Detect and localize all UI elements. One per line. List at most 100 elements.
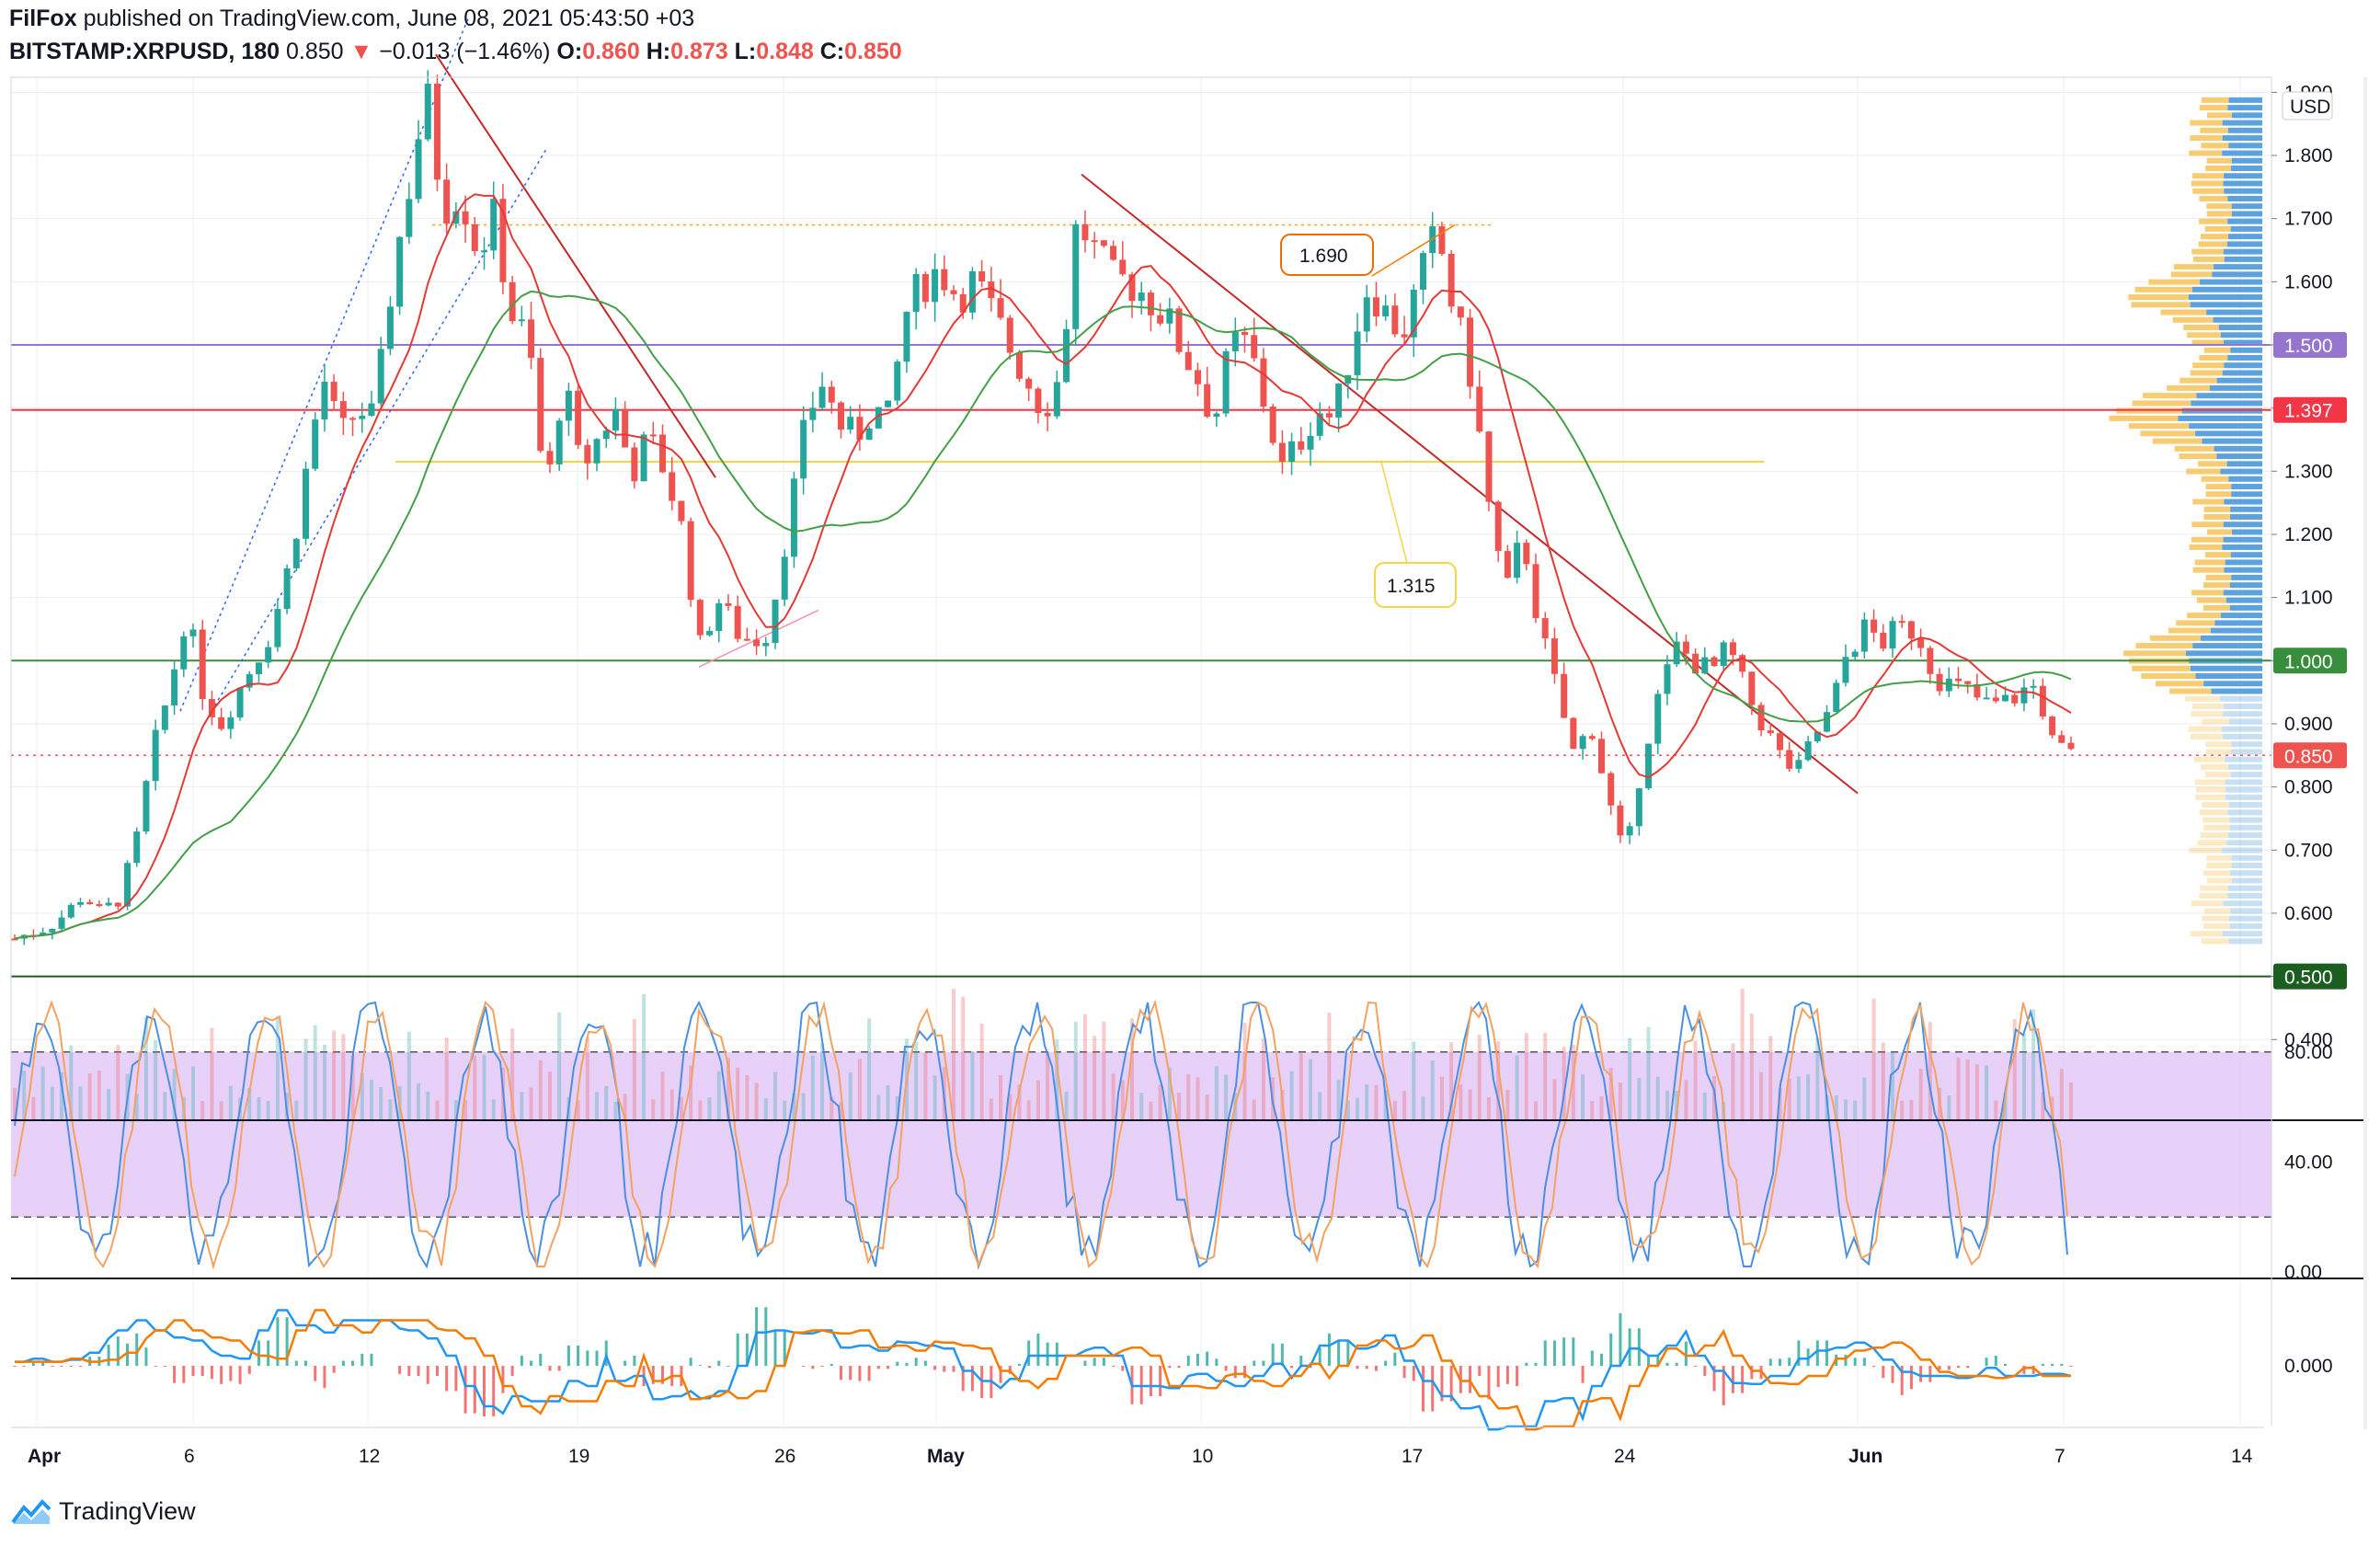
candle-body [481,250,488,253]
stoch-band-fill [11,1051,2271,1218]
volume-bar [1205,1094,1209,1120]
profile-bar-sell [2123,650,2186,657]
candle-body [1814,731,1821,742]
profile-bar-sell [2201,143,2229,149]
candle-body [1344,374,1352,384]
profile-bar-sell [2132,400,2191,407]
candle-body [171,669,178,706]
candle-body [433,84,441,180]
profile-bar-sell [2180,377,2217,384]
volume-bar [22,1071,27,1120]
volume-bar [689,1065,693,1120]
candle-body [265,647,272,663]
candle-body [1673,641,1680,665]
candle-body [1372,297,1379,316]
macd-histogram-bar [1206,1351,1209,1366]
profile-bar-buy [2222,370,2262,376]
small-trendline [698,609,819,668]
profile-bar-sell [2203,824,2230,831]
candle-body [462,211,469,224]
tradingview-logo-icon [11,1498,51,1524]
volume-bar [1026,1100,1031,1120]
macd-histogram-bar [1891,1366,1894,1383]
volume-bar [1177,1093,1182,1120]
profile-bar-buy [2231,112,2262,119]
candle-body [1804,741,1812,761]
profile-bar-buy [2223,180,2262,187]
profile-bar-sell [2194,559,2226,566]
volume-bar [820,1043,825,1120]
macd-histogram-bar [2022,1366,2026,1374]
candle-body [997,298,1004,318]
candle-body [800,419,807,479]
macd-histogram-bar [510,1366,514,1376]
macd-histogram-bar [1046,1342,1049,1366]
ma-slow-line [14,290,2072,940]
profile-bar-buy [2228,97,2262,103]
macd-histogram-bar [1647,1356,1651,1366]
macd-histogram-bar [1684,1341,1688,1366]
macd-histogram-bar [689,1358,692,1366]
y-tick-label: 1.600 [2284,271,2333,292]
volume-bar [2021,1033,2026,1120]
macd-histogram-bar [2041,1363,2044,1366]
volume-bar [303,1038,308,1120]
profile-bar-buy [2216,453,2262,460]
volume-bar [1383,1090,1388,1120]
volume-bar [1082,1014,1087,1120]
volume-bar [707,1097,712,1120]
macd-histogram-bar [1609,1333,1613,1366]
candle-body [377,349,384,404]
profile-bar-buy [2190,302,2262,308]
volume-bar [2012,1019,2017,1120]
candle-body [1767,730,1774,734]
macd-histogram-bar [1027,1340,1031,1366]
macd-histogram-bar [876,1366,880,1369]
volume-bar [1590,1101,1595,1120]
profile-bar-sell [2195,786,2226,793]
volume-bar [341,1034,346,1120]
volume-bar [1843,1099,1848,1120]
macd-histogram-bar [1947,1366,1951,1370]
volume-bar [576,1100,580,1120]
candle-body [1194,370,1201,384]
candle-body [725,602,732,606]
macd-histogram-bar [577,1346,580,1366]
macd-histogram-bar [13,1366,17,1367]
volume-bar [754,1083,759,1120]
profile-bar-buy [2228,938,2262,945]
candle-body [518,319,525,322]
profile-bar-buy [2219,695,2262,702]
price-tag [2273,332,2347,358]
publisher-name[interactable]: FilFox [9,6,77,31]
candle-body [471,223,478,252]
volume-bar [247,1087,252,1120]
profile-bar-sell [2190,931,2223,937]
profile-bar-buy [2228,718,2262,725]
profile-bar-sell [2205,166,2232,172]
profile-bar-sell [2206,203,2232,210]
profile-bar-sell [2203,908,2231,914]
macd-histogram-bar [501,1366,505,1393]
macd-histogram-bar [276,1317,280,1366]
macd-histogram-bar [914,1358,918,1366]
profile-bar-sell [2189,150,2223,156]
volume-bar [1093,1036,1097,1120]
candle-body [124,863,132,907]
volume-bar [745,1074,749,1120]
volume-bar [726,1057,730,1120]
profile-bar-buy [2203,681,2262,687]
candle-body [1880,632,1887,649]
candle-body [1654,693,1662,744]
profile-bar-sell [2128,294,2189,301]
profile-bar-sell [2192,498,2225,505]
y-tick-label: 0.800 [2284,777,2333,798]
profile-bar-buy [2221,726,2262,732]
candle-body [1898,621,1905,624]
candle-body [1927,647,1934,674]
profile-bar-buy [2224,256,2262,262]
macd-histogram-bar [717,1360,721,1366]
profile-bar-buy [2230,506,2262,512]
footer-brand[interactable]: TradingView [11,1497,196,1526]
